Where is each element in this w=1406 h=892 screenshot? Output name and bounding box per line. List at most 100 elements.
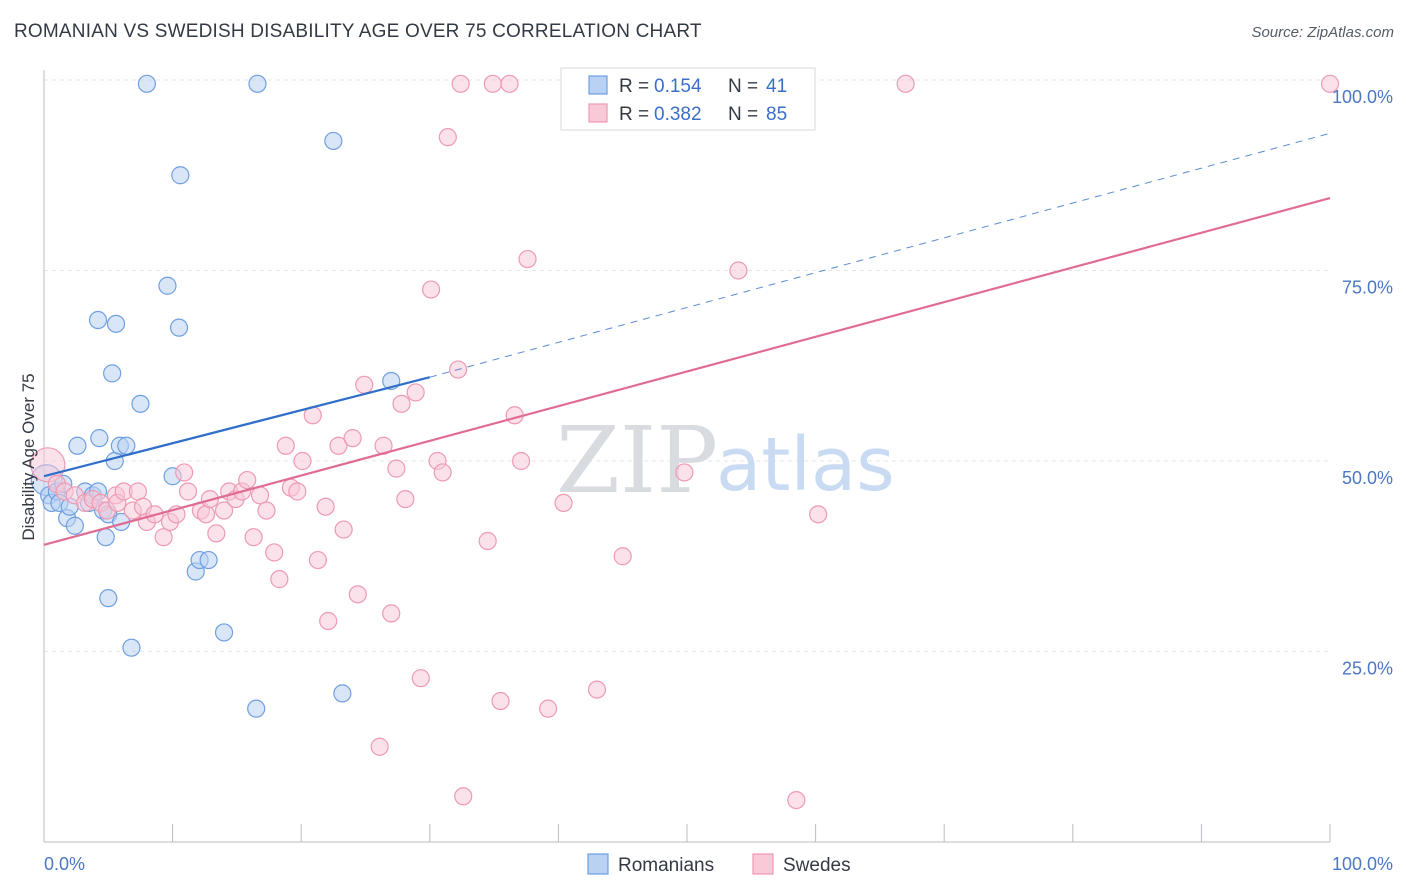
- swedes-point-33: [265, 543, 284, 562]
- y-axis-label: Disability Age Over 75: [19, 373, 38, 540]
- x-tick-labels: 0.0% 100.0%: [44, 854, 1393, 874]
- swedes-point-37: [288, 482, 307, 501]
- series-legend-swatch-swedes: [752, 853, 774, 875]
- swedes-point-22: [196, 505, 216, 524]
- romanians-point-21: [105, 451, 124, 471]
- romanians-point-29: [158, 276, 177, 295]
- swedes-point-72: [587, 680, 607, 699]
- romanians-point-37: [247, 699, 266, 718]
- legend-n-value-1: 41: [766, 76, 787, 97]
- swedes-point-56: [421, 280, 441, 299]
- swedes-point-48: [370, 737, 389, 756]
- swedes-point-50: [382, 604, 401, 623]
- legend-r-value-2: 0.382: [654, 104, 702, 125]
- swedes-point-44: [334, 520, 353, 539]
- swedes-point-12: [128, 482, 147, 501]
- y-tick-label-3: 100.0%: [1332, 87, 1393, 107]
- swedes-point-47: [355, 375, 374, 394]
- watermark-zip: ZIP: [556, 407, 718, 514]
- series-romanians-points: [30, 74, 401, 718]
- series-legend: Romanians Swedes: [587, 853, 851, 876]
- swedes-point-40: [308, 550, 328, 570]
- romanians-trend-line: [43, 376, 431, 478]
- romanians-trend-extension: [429, 132, 1331, 378]
- romanians-point-36: [214, 623, 234, 642]
- swedes-point-54: [406, 383, 425, 402]
- swedes-point-41: [316, 497, 335, 516]
- legend-n-label-1: N =: [728, 76, 758, 97]
- swedes-point-35: [276, 436, 295, 455]
- legend-swatch-swedes: [588, 103, 608, 123]
- romanians-point-22: [106, 314, 126, 333]
- swedes-point-42: [319, 611, 338, 631]
- chart-title: ROMANIAN VS SWEDISH DISABILITY AGE OVER …: [14, 21, 702, 42]
- romanians-point-40: [333, 684, 352, 703]
- romanians-point-25: [117, 436, 136, 455]
- y-tick-label-1: 50.0%: [1342, 468, 1393, 488]
- romanians-point-17: [96, 528, 115, 547]
- swedes-point-76: [729, 261, 748, 280]
- swedes-point-29: [238, 470, 257, 490]
- swedes-point-69: [518, 249, 537, 269]
- series-swedes-points: [30, 74, 1340, 810]
- swedes-point-46: [348, 585, 367, 604]
- y-tick-label-2: 75.0%: [1342, 278, 1393, 298]
- swedes-point-64: [483, 74, 502, 93]
- swedes-point-52: [392, 394, 411, 413]
- stats-legend: R = 0.154 N = 41 R = 0.382 N = 85: [560, 67, 816, 131]
- swedes-point-45: [343, 429, 362, 448]
- romanians-point-8: [65, 516, 84, 535]
- series-legend-swatch-romanians: [587, 853, 609, 875]
- romanians-point-39: [324, 131, 343, 151]
- swedes-point-80: [1320, 74, 1340, 93]
- x-tick-label-1: 100.0%: [1332, 854, 1393, 874]
- legend-n-value-2: 85: [766, 104, 787, 125]
- legend-r-label-1: R =: [619, 76, 649, 97]
- swedes-point-38: [293, 451, 312, 471]
- x-tick-label-0: 0.0%: [44, 854, 85, 874]
- swedes-point-66: [500, 74, 519, 93]
- watermark-atlas: atlas: [716, 422, 895, 508]
- x-ticks: [43, 824, 1331, 842]
- legend-swatch-romanians: [588, 75, 608, 95]
- swedes-point-55: [411, 669, 430, 688]
- swedes-point-24: [207, 524, 226, 543]
- romanians-point-28: [137, 74, 156, 93]
- swedes-point-63: [478, 531, 497, 551]
- swedes-point-32: [257, 501, 276, 520]
- romanians-point-38: [248, 74, 267, 93]
- chart-source: Source: ZipAtlas.com: [1251, 24, 1394, 41]
- legend-r-label-2: R =: [619, 104, 649, 125]
- swedes-point-65: [491, 691, 510, 711]
- legend-n-label-2: N =: [728, 104, 758, 125]
- y-tick-label-0: 25.0%: [1342, 659, 1393, 679]
- swedes-point-73: [613, 547, 632, 566]
- romanians-point-15: [90, 429, 109, 448]
- swedes-trend-line: [43, 197, 1331, 546]
- romanians-point-31: [169, 318, 189, 337]
- swedes-point-74: [675, 463, 694, 482]
- swedes-point-77: [787, 790, 806, 810]
- swedes-point-43: [329, 436, 348, 455]
- series-legend-label-romanians: Romanians: [618, 855, 714, 876]
- swedes-point-61: [454, 787, 473, 806]
- swedes-point-58: [433, 463, 452, 482]
- series-legend-label-swedes: Swedes: [783, 855, 851, 876]
- romanians-point-9: [68, 436, 87, 455]
- swedes-point-16: [154, 528, 173, 547]
- grid-lines: [44, 79, 1330, 652]
- romanians-point-26: [122, 638, 141, 657]
- romanians-point-35: [199, 550, 218, 570]
- swedes-point-78: [809, 505, 828, 524]
- legend-r-value-1: 0.154: [654, 76, 702, 97]
- swedes-point-70: [539, 699, 558, 718]
- swedes-point-51: [387, 459, 406, 478]
- romanians-point-27: [131, 394, 150, 413]
- y-tick-labels: 25.0% 50.0% 75.0% 100.0%: [1332, 87, 1393, 679]
- swedes-point-31: [250, 486, 270, 505]
- swedes-point-19: [175, 463, 194, 482]
- swedes-point-20: [178, 482, 198, 501]
- swedes-point-53: [396, 490, 415, 509]
- romanians-point-14: [88, 310, 108, 330]
